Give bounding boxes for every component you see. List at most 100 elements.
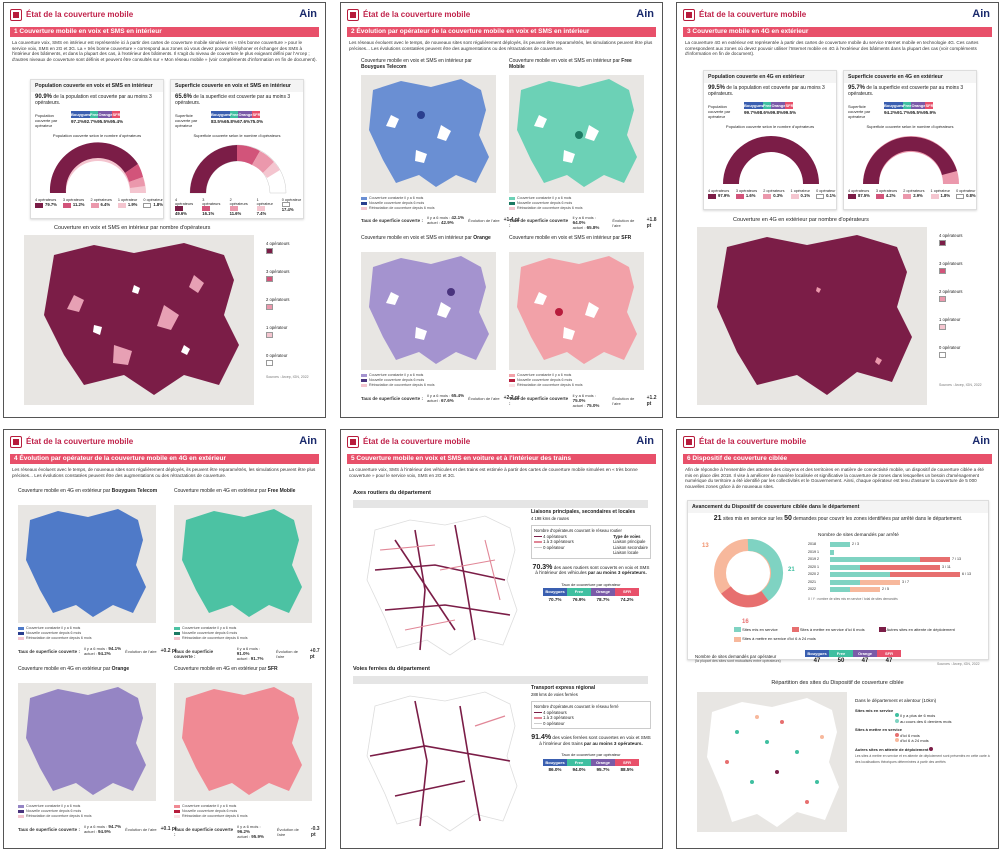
- donut-chart: [714, 539, 784, 608]
- map-legend: Couverture constante il y a 6 mois Nouve…: [509, 196, 583, 211]
- taux-orange: Taux de superficie couverte : il y a 6 m…: [18, 824, 177, 834]
- header-title: État de la couverture mobile: [699, 10, 807, 19]
- taux-free: Taux de superficie couverte : il y a 6 m…: [509, 215, 657, 230]
- map-legend: 4 opérateurs 3 opérateurs 2 opérateurs 1…: [939, 233, 963, 373]
- avanc-line: 21 sites mis en service sur les 50 deman…: [713, 515, 963, 522]
- intro-text: Les réseaux évoluent avec le temps, de n…: [349, 40, 653, 51]
- arcep-logo-icon: [10, 436, 22, 448]
- roads-bar: [353, 500, 648, 508]
- arcep-logo-icon: [347, 436, 359, 448]
- superficie-box: Superficie couverte en 4G en extérieur 9…: [843, 70, 977, 210]
- gauge-legend: 4 opérateurs 87.5% 3 opérateurs 4.2% 2 opé…: [848, 189, 976, 199]
- map-title-bouygues: Couverture mobile en voix et SMS en inté…: [361, 58, 472, 70]
- dept-name: Ain: [636, 8, 654, 20]
- arcep-logo-icon: [683, 9, 695, 21]
- superficie-box: Superficie couverte en voix et SMS en in…: [170, 79, 304, 219]
- operator-table: Bouygues Free Orange SFR 83.5% 65.8% 67.6% 75.…: [211, 111, 264, 124]
- pct-line: 95.7% de la superficie est couverte par …: [848, 85, 964, 97]
- page-header: État de la couverture mobile Ain: [683, 8, 992, 24]
- gauge-chart-population: [49, 142, 146, 193]
- map-legend: Couverture constante il y a 6 mois Nouve…: [174, 804, 248, 819]
- header-title: État de la couverture mobile: [363, 437, 471, 446]
- donut-val-6mois: 16: [742, 619, 749, 625]
- box-title: Avancement du Dispositif de couverture c…: [688, 501, 988, 513]
- map-free-4g: [174, 505, 312, 623]
- donut-val-24mois: 13: [702, 543, 709, 549]
- gauge-chart-population: [723, 136, 819, 184]
- rail-title: Voies ferrées du département: [353, 666, 430, 672]
- rail-legend: Transport express régional 288 kms de vo…: [531, 685, 651, 772]
- intro-text: La couverture voix, SMS à l'intérieur de…: [349, 467, 638, 478]
- map-title-orange: Couverture mobile en voix et SMS en inté…: [361, 235, 491, 241]
- gauge-title: Population couverte selon le nombre d'op…: [725, 124, 815, 129]
- map-legend: Couverture constante il y a 6 mois Nouve…: [361, 196, 435, 211]
- section-title: 1 Couverture mobile en voix et SMS en in…: [10, 27, 319, 37]
- map-title-free: Couverture mobile en voix et SMS en inté…: [509, 58, 632, 70]
- box-title: Population couverte en voix et SMS en in…: [31, 80, 163, 92]
- taux-sfr: Taux de superficie couverte : il y a 6 m…: [174, 824, 320, 839]
- gauge-legend: 4 opérateurs 79.7% 3 opérateurs 11.2% 2 op…: [35, 198, 163, 208]
- map-legend: Couverture constante il y a 6 mois Nouve…: [18, 626, 92, 641]
- operator-table: Bouygues Free Orange SFR 99.7% 98.6% 99.8% 99.…: [744, 102, 797, 115]
- coverage-map: [24, 235, 254, 405]
- gauge-chart-superficie: [189, 144, 287, 194]
- dept-name: Ain: [972, 435, 990, 447]
- page-5: État de la couverture mobile Ain 5 Couve…: [340, 429, 663, 849]
- map-orange: [361, 252, 496, 370]
- map-legend: Couverture constante il y a 6 mois Nouve…: [18, 804, 92, 819]
- map-title-free: Couverture mobile en 4G en extérieur par…: [174, 488, 296, 494]
- page-1: État de la couverture mobile Ain 1 Couve…: [3, 2, 326, 418]
- header-title: État de la couverture mobile: [26, 10, 134, 19]
- map-title-sfr: Couverture mobile en 4G en extérieur par…: [174, 666, 278, 672]
- bars-title: Nombre de sites demandés par arrêté: [818, 533, 899, 538]
- op-label: Population couverte par opérateur: [708, 104, 731, 119]
- map-title-sfr: Couverture mobile en voix et SMS en inté…: [509, 235, 632, 241]
- pct-line: 99.5% de la population est couverte par …: [708, 85, 825, 97]
- map-legend: Couverture constante il y a 6 mois Nouve…: [361, 373, 435, 388]
- gauge-chart-superficie: [863, 136, 959, 184]
- taux-bouygues: Taux de superficie couverte : il y a 6 m…: [361, 215, 520, 225]
- gauge-title: Superficie couverte selon le nombre d'op…: [193, 133, 281, 138]
- section-title: 3 Couverture mobile en 4G en extérieur: [683, 27, 992, 37]
- page-header: État de la couverture mobile Ain: [347, 435, 656, 451]
- box-title: Superficie couverte en voix et SMS en in…: [171, 80, 303, 92]
- map-title-orange: Couverture mobile en 4G en extérieur par…: [18, 666, 130, 672]
- roads-legend: Liaisons principales, secondaires et loc…: [531, 509, 651, 602]
- intro-text: Afin de répondre à l'ensemble des attent…: [685, 467, 984, 489]
- roads-map: [355, 510, 525, 660]
- header-title: État de la couverture mobile: [26, 437, 134, 446]
- section-title: 2 Évolution par opérateur de la couvertu…: [347, 27, 656, 37]
- map-free: [509, 75, 644, 193]
- sites-legend: Dans le département et alentour (10km) S…: [855, 698, 990, 764]
- dept-name: Ain: [972, 8, 990, 20]
- arcep-logo-icon: [683, 436, 695, 448]
- rail-bar: [353, 676, 648, 684]
- taux-orange: Taux de superficie couverte : il y a 6 m…: [361, 393, 520, 403]
- section-title: 4 Évolution par opérateur de la couvertu…: [10, 454, 319, 464]
- sites-map: [697, 692, 847, 832]
- taux-sfr: Taux de superficie couverte : il y a 6 m…: [509, 393, 657, 408]
- map-legend: Couverture constante il y a 6 mois Nouve…: [509, 373, 583, 388]
- op-label: Superficie couverte par opérateur: [848, 104, 871, 119]
- rail-map: [355, 686, 525, 836]
- operator-table: Bouygues Free Orange SFR 97.2% 92.7% 95.5% 95.…: [71, 111, 124, 124]
- section-title: 6 Dispositif de couverture ciblée: [683, 454, 992, 464]
- map-title-bouygues: Couverture mobile en 4G en extérieur par…: [18, 488, 158, 494]
- box-title: Superficie couverte en 4G en extérieur: [844, 71, 976, 83]
- map-title: Répartition des sites du Dispositif de c…: [771, 680, 904, 686]
- population-box: Population couverte en 4G en extérieur 9…: [703, 70, 837, 210]
- gauge-title: Population couverte selon le nombre d'op…: [52, 133, 142, 138]
- donut-val-service: 21: [788, 567, 795, 573]
- arcep-logo-icon: [347, 9, 359, 21]
- pct-line: 90.9% de la population est couverte par …: [35, 94, 152, 106]
- dept-name: Ain: [636, 435, 654, 447]
- map-sfr: [509, 252, 644, 370]
- op-label: Population couverte par opérateur: [35, 113, 58, 128]
- population-box: Population couverte en voix et SMS en in…: [30, 79, 164, 219]
- page-2: État de la couverture mobile Ain 2 Évolu…: [340, 2, 663, 418]
- map-title: Couverture en voix et SMS en intérieur p…: [54, 225, 211, 231]
- section-title: 5 Couverture mobile en voix et SMS en vo…: [347, 454, 656, 464]
- page-header: État de la couverture mobile Ain: [347, 8, 656, 24]
- dept-name: Ain: [299, 8, 317, 20]
